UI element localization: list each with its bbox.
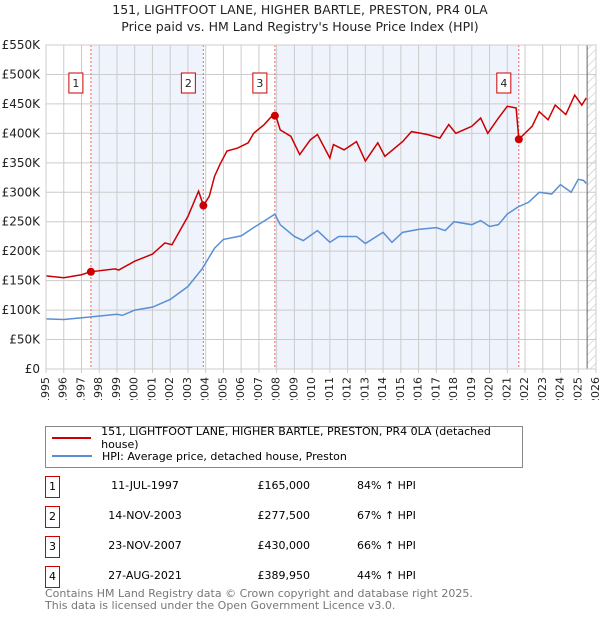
footer-line-2: This data is licensed under the Open Gov… [45, 599, 396, 612]
x-tick-label: 2012 [341, 377, 354, 400]
x-tick-label: 2001 [145, 377, 158, 400]
sale-number-label: 1 [72, 77, 79, 90]
sale-hpi-diff: 67% ↑ HPI [357, 509, 416, 522]
sale-number-label: 2 [185, 77, 192, 90]
y-tick-label: £350K [2, 156, 42, 170]
sale-number-badge: 3 [45, 536, 60, 558]
sale-price: £389,950 [257, 569, 311, 582]
sale-hpi-diff: 84% ↑ HPI [357, 479, 416, 492]
x-tick-label: 2005 [216, 377, 229, 400]
plot-border [45, 44, 597, 370]
x-tick-label: 2015 [394, 377, 407, 400]
hpi-line [45, 178, 587, 321]
x-tick-label: 2007 [252, 377, 265, 400]
shaded-period [90, 45, 204, 369]
x-tick-label: 2013 [358, 377, 371, 400]
legend-property-swatch [52, 437, 92, 439]
x-tick-label: 2022 [518, 377, 531, 400]
x-tick-label: 2004 [199, 377, 212, 400]
footer-line-1: Contains HM Land Registry data © Crown c… [45, 587, 473, 600]
sale-number-badge: 1 [45, 476, 60, 498]
x-tick-label: 2023 [536, 377, 549, 400]
sale-number-box [252, 72, 268, 94]
x-tick-label: 2002 [163, 377, 176, 400]
legend-hpi-swatch [52, 455, 92, 457]
sale-price: £430,000 [257, 539, 311, 552]
x-tick-label: 2017 [429, 377, 442, 400]
sale-point [199, 201, 208, 210]
x-tick-label: 2021 [500, 377, 513, 400]
sale-hpi-diff: 66% ↑ HPI [357, 539, 416, 552]
sale-point [514, 135, 523, 144]
x-tick-label: 1998 [92, 377, 105, 400]
sale-date: 11-JUL-1997 [111, 479, 179, 492]
transaction-row: 2 14-NOV-2003 £277,500 67% ↑ HPI [45, 506, 445, 528]
sale-number-box [180, 72, 196, 94]
x-tick-label: 2010 [305, 377, 318, 400]
shaded-period [274, 45, 519, 369]
y-tick-label: £200K [2, 244, 42, 258]
sale-number-label: 4 [500, 77, 507, 90]
x-tick-label: 2020 [483, 377, 496, 400]
sale-point [270, 111, 279, 120]
x-tick-label: 2009 [287, 377, 300, 400]
legend-hpi-label: HPI: Average price, detached house, Pres… [102, 449, 347, 463]
sale-number-badge: 2 [45, 506, 60, 528]
sale-point [86, 267, 95, 276]
x-tick-label: 2000 [128, 377, 141, 400]
sale-number-badge: 4 [45, 566, 60, 588]
sale-price: £277,500 [257, 509, 311, 522]
x-tick-label: 1995 [39, 377, 52, 400]
forecast-hatch [587, 45, 596, 369]
y-tick-label: £100K [2, 303, 42, 317]
x-tick-label: 2011 [323, 377, 336, 400]
y-tick-label: £550K [2, 38, 42, 52]
y-tick-label: £450K [2, 97, 42, 111]
x-tick-label: 2026 [589, 377, 600, 400]
y-tick-label: £500K [2, 67, 42, 81]
transaction-row: 4 27-AUG-2021 £389,950 44% ↑ HPI [45, 566, 445, 588]
sale-date: 14-NOV-2003 [108, 509, 182, 522]
y-tick-label: £400K [2, 126, 42, 140]
x-tick-label: 2008 [270, 377, 283, 400]
y-tick-label: £250K [2, 215, 42, 229]
transaction-row: 3 23-NOV-2007 £430,000 66% ↑ HPI [45, 536, 445, 558]
sale-number-label: 3 [256, 77, 263, 90]
x-tick-label: 2006 [234, 377, 247, 400]
y-tick-label: £150K [2, 274, 42, 288]
sale-price: £165,000 [257, 479, 311, 492]
x-tick-label: 2016 [412, 377, 425, 400]
price-chart: 1995 1996 1997 1998 1999 2000 2001 2002 2003 2004… [2, 38, 600, 400]
legend-property-label: 151, LIGHTFOOT LANE, HIGHER BARTLE, PRES… [101, 425, 491, 451]
legend: 151, LIGHTFOOT LANE, HIGHER BARTLE, PRES… [45, 425, 523, 468]
sale-number-box [496, 72, 512, 94]
x-tick-label: 2014 [376, 377, 389, 400]
y-tick-label: £50K [9, 333, 41, 347]
x-tick-label: 1997 [74, 377, 87, 400]
x-tick-label: 2019 [465, 377, 478, 400]
y-tick-label: £300K [2, 185, 42, 199]
sale-number-box [68, 72, 84, 94]
transaction-row: 1 11-JUL-1997 £165,000 84% ↑ HPI [45, 476, 445, 498]
y-tick-label: £0 [25, 362, 40, 376]
sale-date: 27-AUG-2021 [108, 569, 182, 582]
chart-title: 151, LIGHTFOOT LANE, HIGHER BARTLE, PRES… [112, 2, 488, 17]
x-tick-label: 2025 [571, 377, 584, 400]
property-price-line [45, 93, 587, 279]
footer: Contains HM Land Registry data © Crown c… [45, 588, 473, 612]
x-tick-label: 1999 [110, 377, 123, 400]
chart-subtitle: Price paid vs. HM Land Registry's House … [121, 19, 479, 34]
x-tick-label: 2018 [447, 377, 460, 400]
x-tick-label: 2024 [554, 377, 567, 400]
sale-hpi-diff: 44% ↑ HPI [357, 569, 416, 582]
x-tick-label: 1996 [57, 377, 70, 400]
sale-date: 23-NOV-2007 [108, 539, 182, 552]
x-tick-label: 2003 [181, 377, 194, 400]
